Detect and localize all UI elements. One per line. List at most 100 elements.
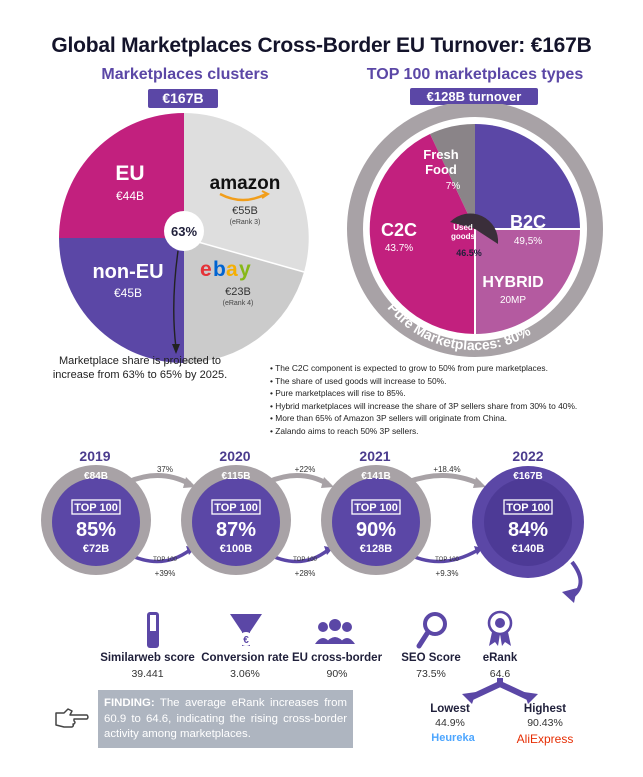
value-2020: €100B bbox=[220, 543, 252, 555]
non-eu-label: non-EU bbox=[92, 261, 163, 283]
year-2021: 2021 bbox=[359, 448, 391, 464]
svg-text:€: € bbox=[243, 635, 249, 646]
metric-seo-value: 73.5% bbox=[416, 668, 446, 680]
total-2022: €167B bbox=[513, 471, 542, 482]
amazon-smile-icon bbox=[219, 192, 267, 202]
growth-top-2: +22% bbox=[295, 465, 316, 474]
pct-2019: 85% bbox=[76, 519, 116, 541]
fresh-food-label: Fresh bbox=[423, 147, 458, 162]
svg-text:a: a bbox=[226, 258, 238, 281]
aliexpress-logo: AliExpress bbox=[516, 732, 574, 746]
growth-top-1: 37% bbox=[157, 465, 173, 474]
left-total-pill: €167B bbox=[148, 89, 218, 108]
erank-highest-label: Highest bbox=[523, 703, 567, 715]
growth-bottom-value-3: +9.3% bbox=[436, 569, 459, 578]
pointing-hand-icon bbox=[55, 708, 89, 728]
metric-similarweb-value: 39.441 bbox=[131, 668, 164, 680]
pie-slice-fresh-food bbox=[430, 123, 475, 229]
pure-marketplaces-ring bbox=[347, 104, 603, 357]
top100-label-2022: TOP 100 bbox=[506, 502, 550, 514]
metric-erank-value: 64.6 bbox=[489, 668, 511, 680]
growth-bottom-value-2: +28% bbox=[295, 569, 316, 578]
connector-top-3 bbox=[407, 472, 482, 487]
people-group-icon bbox=[315, 619, 355, 644]
thermometer-icon bbox=[147, 612, 159, 648]
total-2019: €84B bbox=[84, 471, 108, 482]
bullet-item: Hybrid marketplaces will increase the sh… bbox=[270, 400, 630, 413]
clusters-pie-chart: 63% EU €44B amazon €55B (eRank 3) e b a … bbox=[59, 113, 309, 363]
svg-text:goods: goods bbox=[451, 232, 476, 241]
timeline-graphic: €84B €115B €141B €167B TOP 100 TOP 100 T… bbox=[41, 465, 584, 603]
bullet-item: Pure marketplaces will rise to 85%. bbox=[270, 387, 630, 400]
pie-slice-b2c bbox=[475, 124, 580, 229]
growth-bottom-label-3: TOP 100 bbox=[435, 557, 459, 563]
used-goods-value: 46.5% bbox=[456, 248, 482, 258]
bullet-item: Zalando aims to reach 50% 3P sellers. bbox=[270, 425, 630, 438]
pie-slice-ebay bbox=[184, 238, 304, 363]
pie-slice-c2c bbox=[369, 134, 475, 335]
metric-eu-crossborder-value: 90% bbox=[326, 668, 348, 680]
magnifier-icon bbox=[416, 612, 447, 649]
page-title: Global Marketplaces Cross-Border EU Turn… bbox=[51, 34, 592, 57]
used-goods-label: Used bbox=[453, 223, 473, 232]
pie-slice-amazon bbox=[184, 113, 309, 272]
metric-conversion-label: Conversion rate bbox=[201, 652, 289, 664]
amazon-logo: amazon bbox=[210, 173, 281, 194]
growth-bottom-value-1: +39% bbox=[155, 569, 176, 578]
connector-top-1 bbox=[126, 472, 192, 487]
svg-text:b: b bbox=[213, 258, 226, 281]
hybrid-value: 20MP bbox=[500, 295, 526, 306]
amazon-value: €55B bbox=[232, 205, 258, 217]
bullet-item: More than 65% of Amazon 3P sellers will … bbox=[270, 412, 630, 425]
eu-value: €44B bbox=[116, 189, 144, 203]
right-total-pill: €128B turnover bbox=[410, 88, 538, 105]
metric-erank-label: eRank bbox=[482, 652, 518, 664]
pct-2020: 87% bbox=[216, 519, 256, 541]
metric-similarweb-label: Similarweb score bbox=[100, 652, 195, 664]
finding-prefix: FINDING: bbox=[104, 697, 155, 709]
metric-eu-crossborder-label: EU cross-border bbox=[291, 652, 383, 664]
b2c-value: 49,5% bbox=[514, 236, 542, 247]
erank-lowest-value: 44.9% bbox=[435, 717, 465, 729]
funnel-euro-icon: € bbox=[230, 614, 262, 646]
ebay-erank: (eRank 4) bbox=[223, 300, 254, 307]
pie-slice-hybrid bbox=[475, 229, 580, 334]
non-eu-value: €45B bbox=[114, 286, 142, 300]
award-ribbon-icon bbox=[487, 610, 513, 646]
c2c-label: C2C bbox=[381, 220, 417, 240]
total-2020: €115B bbox=[222, 471, 251, 482]
top100-label-2021: TOP 100 bbox=[354, 502, 398, 514]
growth-bottom-label-1: TOP 100 bbox=[153, 557, 177, 563]
hybrid-label: HYBRID bbox=[482, 274, 543, 291]
connector-top-2 bbox=[266, 472, 330, 487]
top100-label-2019: TOP 100 bbox=[74, 502, 118, 514]
bullet-item: The C2C component is expected to grow to… bbox=[270, 362, 630, 375]
amazon-erank: (eRank 3) bbox=[230, 219, 261, 226]
pie-slice-non-eu bbox=[59, 238, 184, 363]
metric-conversion-value: 3.06% bbox=[230, 668, 260, 680]
projection-note: Marketplace share is projected to increa… bbox=[52, 355, 228, 381]
growth-bottom-label-2: TOP 100 bbox=[293, 557, 317, 563]
year-2020: 2020 bbox=[219, 448, 251, 464]
metric-seo-label: SEO Score bbox=[401, 652, 461, 664]
svg-text:y: y bbox=[239, 258, 251, 281]
projection-arrow bbox=[173, 250, 179, 349]
bullet-item: The share of used goods will increase to… bbox=[270, 375, 630, 388]
center-share-circle bbox=[164, 211, 204, 251]
pie-slice-eu bbox=[59, 113, 184, 238]
erank-split-arrows bbox=[462, 678, 538, 704]
ebay-logo: e b a y bbox=[200, 258, 251, 281]
value-2022: €140B bbox=[512, 543, 544, 555]
year-2022: 2022 bbox=[512, 448, 544, 464]
finding-text: The average eRank increases from 60.9 to… bbox=[104, 697, 347, 740]
b2c-label: B2C bbox=[510, 212, 546, 232]
svg-text:e: e bbox=[200, 258, 212, 281]
left-panel-heading: Marketplaces clusters bbox=[101, 66, 269, 83]
erank-highest-value: 90.43% bbox=[527, 717, 563, 729]
total-2021: €141B bbox=[361, 471, 390, 482]
value-2019: €72B bbox=[83, 543, 109, 555]
pct-2022: 84% bbox=[508, 519, 548, 541]
year-2019: 2019 bbox=[79, 448, 111, 464]
top100-label-2020: TOP 100 bbox=[214, 502, 258, 514]
right-panel-heading: TOP 100 marketplaces types bbox=[366, 66, 584, 83]
